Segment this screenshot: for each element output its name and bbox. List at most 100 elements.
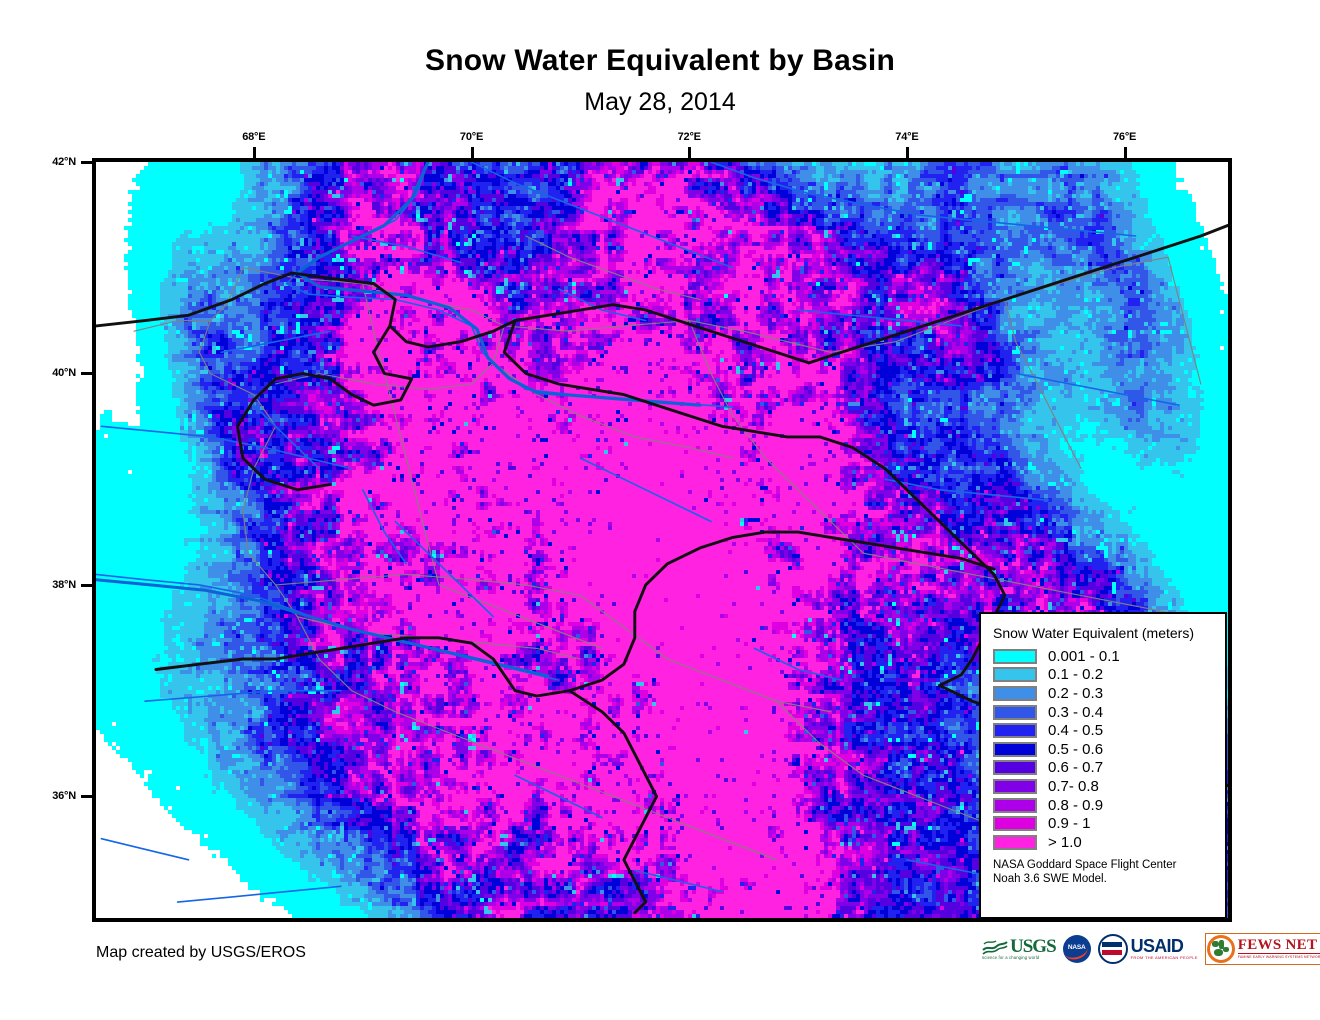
lat-tick bbox=[81, 372, 92, 376]
lon-tick bbox=[688, 147, 692, 158]
river-main bbox=[96, 578, 550, 678]
legend-footer-line1: NASA Goddard Space Flight Center bbox=[993, 858, 1177, 871]
country-border bbox=[807, 223, 1228, 365]
page-subtitle: May 28, 2014 bbox=[584, 88, 736, 116]
legend-row: 0.2 - 0.3 bbox=[993, 684, 1215, 703]
river bbox=[753, 647, 843, 681]
lon-label: 70°E bbox=[459, 131, 484, 143]
country-border bbox=[818, 435, 1007, 687]
basin-boundary bbox=[525, 235, 701, 301]
river bbox=[1014, 372, 1180, 406]
legend-row: 0.6 - 0.7 bbox=[993, 759, 1215, 778]
lat-label: 38°N bbox=[52, 578, 76, 591]
basin-boundary bbox=[492, 362, 734, 459]
legend-swatch bbox=[993, 760, 1037, 776]
fews-logo[interactable]: FEWS NET FAMINE EARLY WARNING SYSTEMS NE… bbox=[1204, 933, 1320, 965]
basin-boundary bbox=[133, 320, 211, 332]
legend-label: 0.1 - 0.2 bbox=[1048, 666, 1104, 684]
legend-swatch bbox=[993, 723, 1037, 739]
river bbox=[220, 330, 331, 354]
lat-tick bbox=[81, 161, 92, 164]
legend-row: 0.1 - 0.2 bbox=[993, 666, 1215, 685]
river bbox=[884, 478, 1050, 502]
page-title: Snow Water Equivalent by Basin bbox=[425, 44, 895, 77]
legend-row: > 1.0 bbox=[993, 833, 1215, 852]
country-border bbox=[154, 530, 996, 698]
legend-label: 0.3 - 0.4 bbox=[1048, 703, 1104, 721]
usgs-wave-icon bbox=[982, 939, 1008, 955]
legend-row: 0.9 - 1 bbox=[993, 814, 1215, 833]
river bbox=[285, 162, 734, 409]
legend-label: 0.8 - 0.9 bbox=[1048, 796, 1104, 814]
legend-row: 0.7- 0.8 bbox=[993, 777, 1215, 796]
basin-boundary bbox=[688, 320, 864, 554]
legend-swatch bbox=[993, 797, 1037, 813]
basin-boundary bbox=[862, 552, 1191, 618]
usgs-wordmark: USGS bbox=[1010, 935, 1057, 957]
usaid-tagline: FROM THE AMERICAN PEOPLE bbox=[1130, 954, 1198, 960]
legend-swatch bbox=[993, 648, 1037, 664]
lon-label: 72°E bbox=[677, 131, 701, 143]
basin-boundary bbox=[1004, 298, 1082, 470]
river bbox=[394, 520, 495, 618]
river bbox=[634, 869, 723, 893]
basin-boundary bbox=[275, 573, 581, 597]
usgs-tagline: science for a changing world bbox=[982, 954, 1040, 960]
legend-row: 0.4 - 0.5 bbox=[993, 721, 1215, 740]
legend-label: 0.5 - 0.6 bbox=[1048, 740, 1104, 758]
legend-footer-line2: Noah 3.6 SWE Model. bbox=[993, 873, 1107, 886]
legend-panel: Snow Water Equivalent (meters) 0.001 - 0… bbox=[979, 612, 1227, 919]
basin-boundary bbox=[242, 267, 505, 390]
legend-label: 0.001 - 0.1 bbox=[1048, 647, 1120, 665]
river bbox=[470, 162, 734, 269]
legend-swatch bbox=[993, 834, 1037, 850]
lon-tick bbox=[1123, 147, 1127, 158]
usaid-logo[interactable]: USAID FROM THE AMERICAN PEOPLE bbox=[1097, 934, 1198, 964]
legend-row: 0.8 - 0.9 bbox=[993, 796, 1215, 815]
country-border bbox=[502, 319, 822, 439]
river bbox=[710, 162, 1137, 237]
basin-boundary bbox=[362, 283, 440, 586]
legend-swatch bbox=[993, 816, 1037, 832]
lat-tick bbox=[81, 583, 92, 587]
usaid-seal-icon bbox=[1097, 934, 1128, 964]
map-vector-layer bbox=[96, 162, 1228, 915]
basin-boundary bbox=[438, 584, 603, 649]
lat-label: 36°N bbox=[52, 790, 76, 803]
legend-label: > 1.0 bbox=[1048, 833, 1082, 851]
river bbox=[96, 573, 560, 681]
country-border bbox=[274, 324, 414, 407]
fews-tagline: FAMINE EARLY WARNING SYSTEMS NETWORK bbox=[1237, 953, 1320, 960]
legend-swatch bbox=[993, 741, 1037, 757]
river bbox=[351, 235, 462, 264]
river bbox=[514, 774, 603, 819]
basin-boundary bbox=[198, 267, 298, 618]
nasa-wordmark: NASA bbox=[1067, 944, 1086, 951]
usgs-logo[interactable]: USGS science for a changing world bbox=[982, 934, 1057, 964]
country-border bbox=[290, 271, 615, 349]
basin-boundary bbox=[503, 753, 777, 861]
lat-tick bbox=[81, 795, 92, 799]
lon-tick bbox=[905, 147, 909, 158]
lon-label: 74°E bbox=[895, 131, 919, 143]
title-block: Snow Water Equivalent by Basin May 28, 2… bbox=[0, 42, 1320, 120]
lon-tick bbox=[252, 147, 256, 158]
map-credit: Map created by USGS/EROS bbox=[96, 944, 306, 961]
basin-boundary bbox=[1167, 256, 1202, 385]
usaid-wordmark: USAID bbox=[1130, 935, 1184, 956]
river bbox=[557, 288, 647, 322]
lon-tick bbox=[470, 147, 474, 158]
nasa-logo[interactable]: NASA bbox=[1062, 934, 1091, 964]
map-frame[interactable]: Snow Water Equivalent (meters) 0.001 - 0… bbox=[92, 158, 1232, 922]
legend-row: 0.3 - 0.4 bbox=[993, 703, 1215, 722]
legend-swatch bbox=[993, 704, 1037, 720]
legend-label: 0.4 - 0.5 bbox=[1048, 722, 1104, 740]
river bbox=[797, 309, 963, 327]
lat-label: 40°N bbox=[52, 367, 76, 380]
river bbox=[176, 885, 342, 903]
fews-globe-icon bbox=[1206, 935, 1235, 963]
legend-swatch bbox=[993, 685, 1037, 701]
legend-row: 0.001 - 0.1 bbox=[993, 647, 1215, 666]
country-border bbox=[96, 271, 294, 328]
river bbox=[144, 689, 342, 702]
